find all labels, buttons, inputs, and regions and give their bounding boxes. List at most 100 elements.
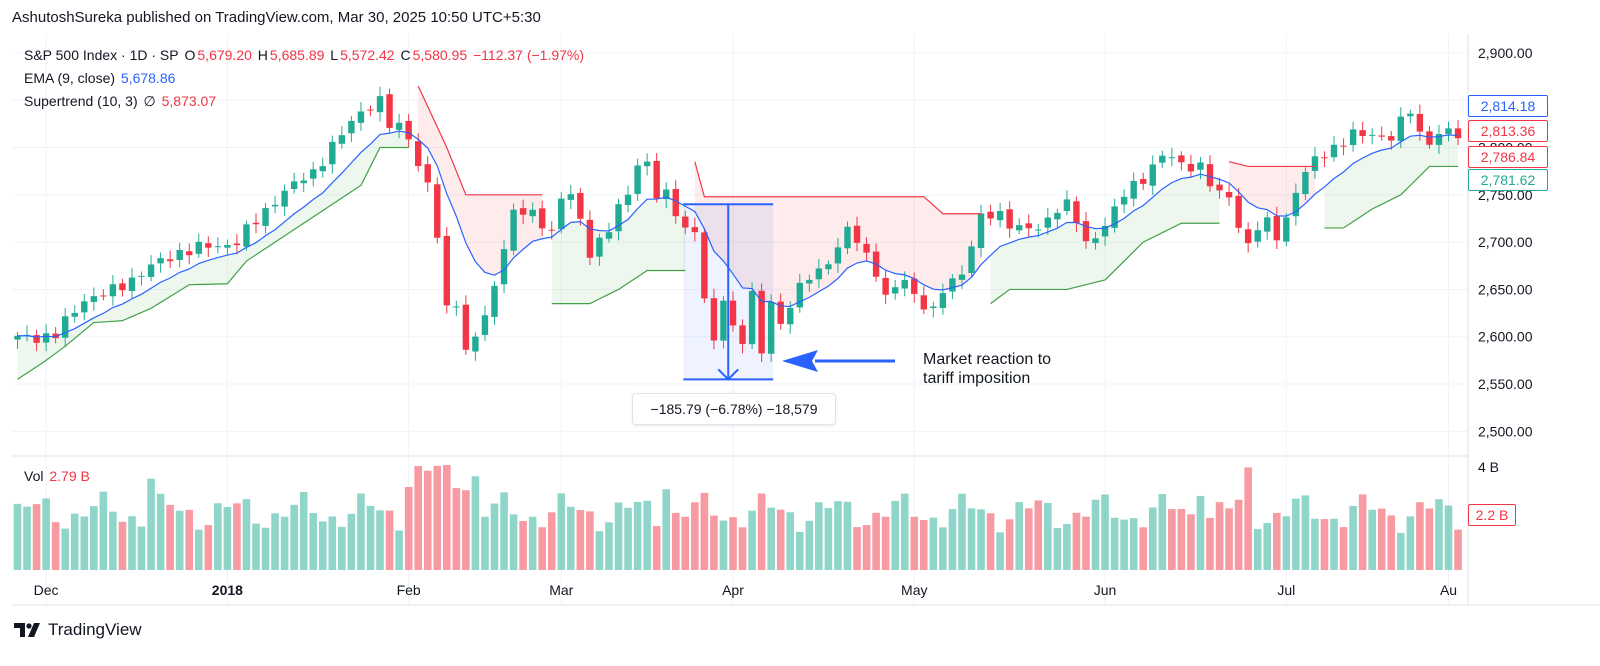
candle-body [386, 94, 393, 128]
volume-bar [614, 502, 623, 570]
volume-bar [691, 502, 699, 570]
volume-bar [109, 511, 117, 570]
volume-bar [1234, 499, 1243, 570]
candle-body [882, 277, 889, 295]
volume-bar [1072, 512, 1081, 570]
volume-bars [13, 465, 1462, 570]
volume-bar [490, 503, 499, 570]
time-tick-label: Feb [397, 582, 421, 598]
candle-body [1063, 199, 1071, 212]
volume-bar [309, 513, 318, 570]
volume-bar [1406, 516, 1415, 570]
candle-body [90, 296, 98, 302]
candle-body [1054, 212, 1061, 220]
price-tick-label: 2,600.00 [1478, 329, 1533, 345]
volume-bar [1158, 494, 1167, 570]
candles [14, 86, 1462, 363]
candle-body [33, 335, 40, 343]
volume-bar [42, 498, 50, 570]
volume-bar [1148, 507, 1157, 570]
candle-body [214, 246, 222, 248]
time-tick-label: Jul [1277, 582, 1295, 598]
legend-low-label: L [330, 47, 339, 63]
volume-bar [423, 470, 432, 570]
volume-bar [1139, 527, 1148, 570]
candle-body [710, 298, 718, 341]
annotation-arrow-icon [782, 350, 818, 372]
candle-body [157, 258, 164, 264]
candle-body [1254, 230, 1261, 242]
legend-ohlc: S&P 500 Index · 1D · SP O 5,679.20 H 5,685… [24, 47, 586, 63]
candle-body [663, 189, 670, 200]
legend-close-value: 5,580.95 [412, 47, 468, 63]
volume-bar [280, 516, 289, 570]
volume-bar [710, 515, 718, 570]
volume-bar [404, 486, 413, 570]
volume-bar [1349, 505, 1357, 570]
volume-bar [929, 517, 938, 570]
candle-body [109, 284, 117, 297]
volume-bar [1225, 508, 1233, 570]
time-tick-label: May [901, 582, 927, 598]
volume-bar [376, 510, 384, 570]
volume-bar [137, 526, 146, 570]
volume-value: 2.79 B [49, 468, 90, 484]
candle-body [1149, 164, 1156, 186]
volume-bar [1177, 508, 1186, 570]
volume-bar [757, 493, 766, 570]
legend-volume[interactable]: Vol 2.79 B [24, 468, 92, 484]
candle-body [500, 249, 508, 285]
candle-body [682, 216, 689, 228]
candle-body [376, 96, 384, 113]
volume-bar [1444, 505, 1453, 570]
candle-body [453, 306, 460, 308]
volume-bar [32, 504, 41, 570]
candle-body [777, 301, 784, 324]
volume-bar [1377, 508, 1386, 570]
footer-brand-text: TradingView [48, 620, 142, 639]
volume-bar [1397, 532, 1405, 570]
volume-bar [557, 493, 566, 570]
supertrend-line-up [1324, 165, 1459, 229]
legend-supertrend[interactable]: Supertrend (10, 3) ∅ 5,873.07 [24, 93, 218, 110]
volume-bar [51, 522, 60, 570]
legend-ema[interactable]: EMA (9, close) 5,678.86 [24, 70, 177, 86]
volume-bar [80, 516, 89, 570]
candle-body [491, 285, 498, 317]
candle-body [1168, 157, 1176, 159]
candle-body [310, 169, 317, 179]
volume-bar [1435, 499, 1443, 570]
volume-bar [862, 525, 871, 570]
candle-body [462, 304, 470, 350]
price-tick-label: 2,650.00 [1478, 281, 1533, 297]
volume-bar [891, 500, 899, 570]
candle-body [52, 333, 59, 339]
volume-bar [1330, 518, 1338, 570]
volume-bar [23, 506, 31, 570]
time-tick-label: Apr [722, 582, 744, 598]
price-tick-label: 2,700.00 [1478, 234, 1533, 250]
candle-body [987, 211, 994, 219]
candle-body [720, 300, 727, 341]
volume-bar [1082, 516, 1090, 570]
supertrend-value: 5,873.07 [161, 93, 217, 109]
volume-bar [824, 508, 833, 570]
volume-bar [1063, 524, 1071, 570]
volume-bar [1425, 508, 1434, 570]
candle-body [577, 192, 584, 219]
volume-bar [338, 526, 346, 570]
volume-bar [452, 488, 461, 570]
candle-body [1092, 238, 1099, 244]
candle-body [901, 279, 908, 289]
volume-bar [681, 516, 690, 570]
volume-bar [1101, 494, 1109, 570]
candle-body [1235, 195, 1242, 228]
footer-brand[interactable]: TradingView [14, 620, 142, 640]
legend-symbol: S&P 500 Index · 1D · SP [24, 47, 179, 63]
volume-bar [175, 510, 184, 570]
candle-body [605, 232, 613, 239]
candle-body [1016, 225, 1023, 231]
candle-body [920, 295, 927, 310]
candle-body [281, 190, 288, 207]
